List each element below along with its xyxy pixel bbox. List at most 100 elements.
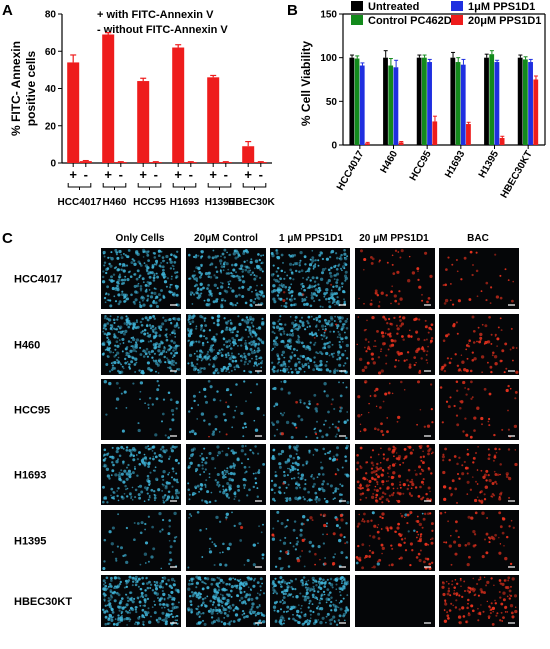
blue-nucleus (288, 253, 291, 257)
blue-nucleus (151, 356, 154, 359)
blue-nucleus (219, 259, 223, 263)
red-cell (385, 294, 388, 297)
red-cell (453, 404, 456, 408)
blue-nucleus (169, 260, 173, 264)
blue-nucleus (286, 586, 289, 589)
blue-nucleus (217, 603, 221, 607)
blue-nucleus (249, 347, 253, 351)
blue-nucleus (315, 584, 318, 587)
blue-nucleus (149, 471, 152, 474)
blue-nucleus (167, 366, 169, 369)
blue-nucleus (338, 590, 341, 593)
red-cell (339, 533, 343, 537)
blue-nucleus (279, 583, 282, 586)
red-cell (315, 433, 318, 435)
red-cell (375, 489, 379, 493)
red-cell (457, 536, 460, 539)
red-cell (446, 592, 450, 596)
blue-nucleus (296, 609, 300, 614)
red-cell (464, 543, 468, 547)
blue-nucleus (253, 277, 257, 281)
blue-nucleus (203, 419, 206, 422)
blue-nucleus (291, 468, 295, 472)
a-bar (219, 162, 232, 163)
blue-nucleus (239, 591, 243, 594)
blue-nucleus (299, 528, 303, 532)
red-cell (469, 488, 473, 491)
blue-nucleus (290, 333, 295, 337)
blue-nucleus (332, 491, 335, 494)
blue-nucleus (153, 469, 156, 472)
blue-nucleus (173, 332, 177, 335)
blue-nucleus (213, 595, 215, 598)
blue-nucleus (312, 318, 316, 321)
blue-nucleus (301, 321, 305, 325)
red-cell (494, 533, 497, 537)
blue-nucleus (310, 285, 314, 289)
blue-nucleus (173, 317, 177, 321)
blue-nucleus (140, 324, 144, 327)
blue-nucleus (250, 343, 253, 346)
a-bar (149, 162, 162, 163)
blue-nucleus (148, 281, 152, 285)
red-cell (493, 470, 496, 473)
blue-nucleus (245, 321, 249, 325)
blue-nucleus (136, 606, 138, 609)
blue-nucleus (293, 605, 297, 609)
micrograph-tile (101, 379, 181, 440)
row-header: H1395 (14, 536, 46, 548)
blue-nucleus (221, 475, 226, 479)
blue-nucleus (144, 486, 147, 489)
blue-nucleus (108, 603, 111, 606)
blue-nucleus (238, 586, 242, 589)
red-cell (372, 565, 376, 569)
blue-nucleus (109, 339, 111, 342)
blue-nucleus (124, 361, 128, 365)
blue-nucleus (127, 579, 131, 582)
blue-nucleus (106, 340, 110, 344)
red-cell (400, 514, 404, 518)
red-cell (474, 544, 477, 547)
blue-nucleus (327, 300, 331, 304)
blue-nucleus (125, 448, 129, 452)
blue-nucleus (163, 346, 166, 349)
blue-nucleus (287, 391, 291, 395)
blue-nucleus (161, 586, 165, 589)
b-y-tick-label: 100 (320, 53, 337, 64)
blue-nucleus (168, 348, 171, 351)
blue-nucleus (244, 249, 248, 253)
red-cell (417, 533, 420, 536)
blue-nucleus (102, 500, 105, 504)
blue-nucleus (103, 324, 107, 328)
blue-nucleus (235, 383, 238, 386)
red-cell (397, 522, 400, 526)
blue-nucleus (276, 266, 280, 270)
blue-nucleus (275, 592, 279, 595)
blue-nucleus (258, 349, 261, 352)
blue-nucleus (171, 413, 175, 416)
red-cell (402, 482, 406, 487)
red-cell (467, 342, 470, 344)
red-cell (489, 612, 492, 615)
blue-nucleus (307, 490, 310, 494)
red-cell (441, 585, 445, 589)
red-cell (368, 484, 371, 487)
blue-nucleus (132, 300, 136, 304)
blue-nucleus (235, 251, 240, 255)
blue-nucleus (109, 585, 113, 588)
blue-nucleus (130, 345, 133, 348)
blue-nucleus (105, 453, 109, 456)
blue-nucleus (173, 580, 176, 582)
red-cell (409, 563, 412, 567)
a-bar (79, 161, 92, 163)
blue-nucleus (194, 327, 198, 330)
blue-nucleus (172, 349, 175, 352)
blue-nucleus (310, 293, 314, 297)
blue-nucleus (103, 332, 107, 336)
blue-nucleus (163, 355, 166, 359)
blue-nucleus (197, 621, 200, 624)
blue-nucleus (254, 342, 258, 346)
blue-nucleus (313, 343, 316, 346)
blue-nucleus (299, 486, 301, 489)
red-cell (415, 473, 418, 476)
